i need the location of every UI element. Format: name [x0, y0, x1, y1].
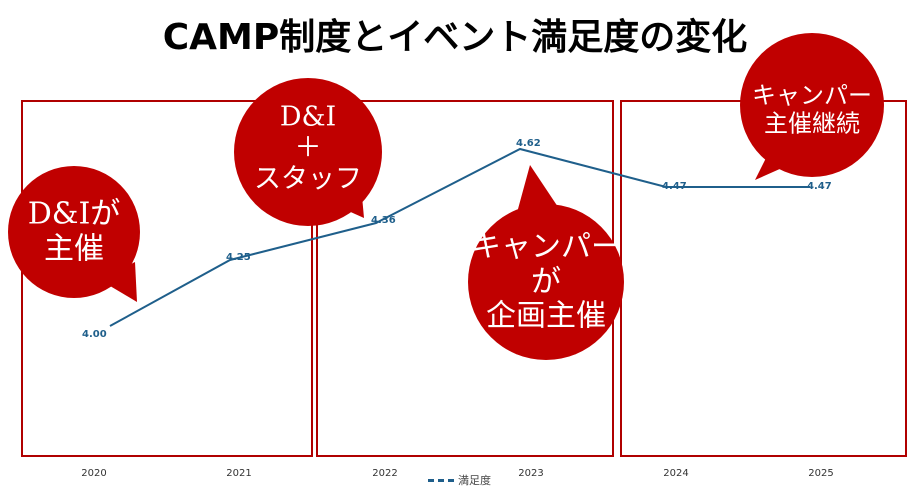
dashed-line-icon: [428, 478, 454, 482]
speech-bubble-camper-plan: [468, 165, 624, 360]
bubble-text-camper-continue: キャンパー 主催継続: [752, 81, 872, 137]
x-label-2024: 2024: [663, 468, 689, 479]
speech-bubble-dni-staff: [234, 78, 382, 226]
data-label-2023: 4.62: [516, 138, 541, 149]
data-label-2025: 4.47: [807, 181, 832, 192]
data-label-2021: 4.25: [226, 252, 251, 263]
data-label-2024: 4.47: [662, 181, 687, 192]
x-label-2025: 2025: [808, 468, 834, 479]
bubble-text-dni-staff: D&I ＋ スタッフ: [254, 101, 362, 195]
period-box-2020-2021: [21, 100, 313, 457]
bubble-text-dni-host: D&Iが 主催: [27, 196, 121, 266]
legend: 満足度: [428, 472, 491, 488]
bubble-text-camper-plan: キャンパー が 企画主催: [471, 229, 621, 334]
x-label-2022: 2022: [372, 468, 398, 479]
data-label-2020: 4.00: [82, 329, 107, 340]
legend-label: 満足度: [458, 474, 491, 487]
data-label-2022: 4.36: [371, 215, 396, 226]
speech-bubble-camper-continue: [740, 33, 884, 180]
x-label-2021: 2021: [226, 468, 252, 479]
x-label-2020: 2020: [81, 468, 107, 479]
satisfaction-line: [109, 147, 810, 327]
chart-title: CAMP制度とイベント満足度の変化: [162, 17, 748, 58]
speech-bubble-dni-host: [8, 166, 140, 302]
x-label-2023: 2023: [518, 468, 544, 479]
